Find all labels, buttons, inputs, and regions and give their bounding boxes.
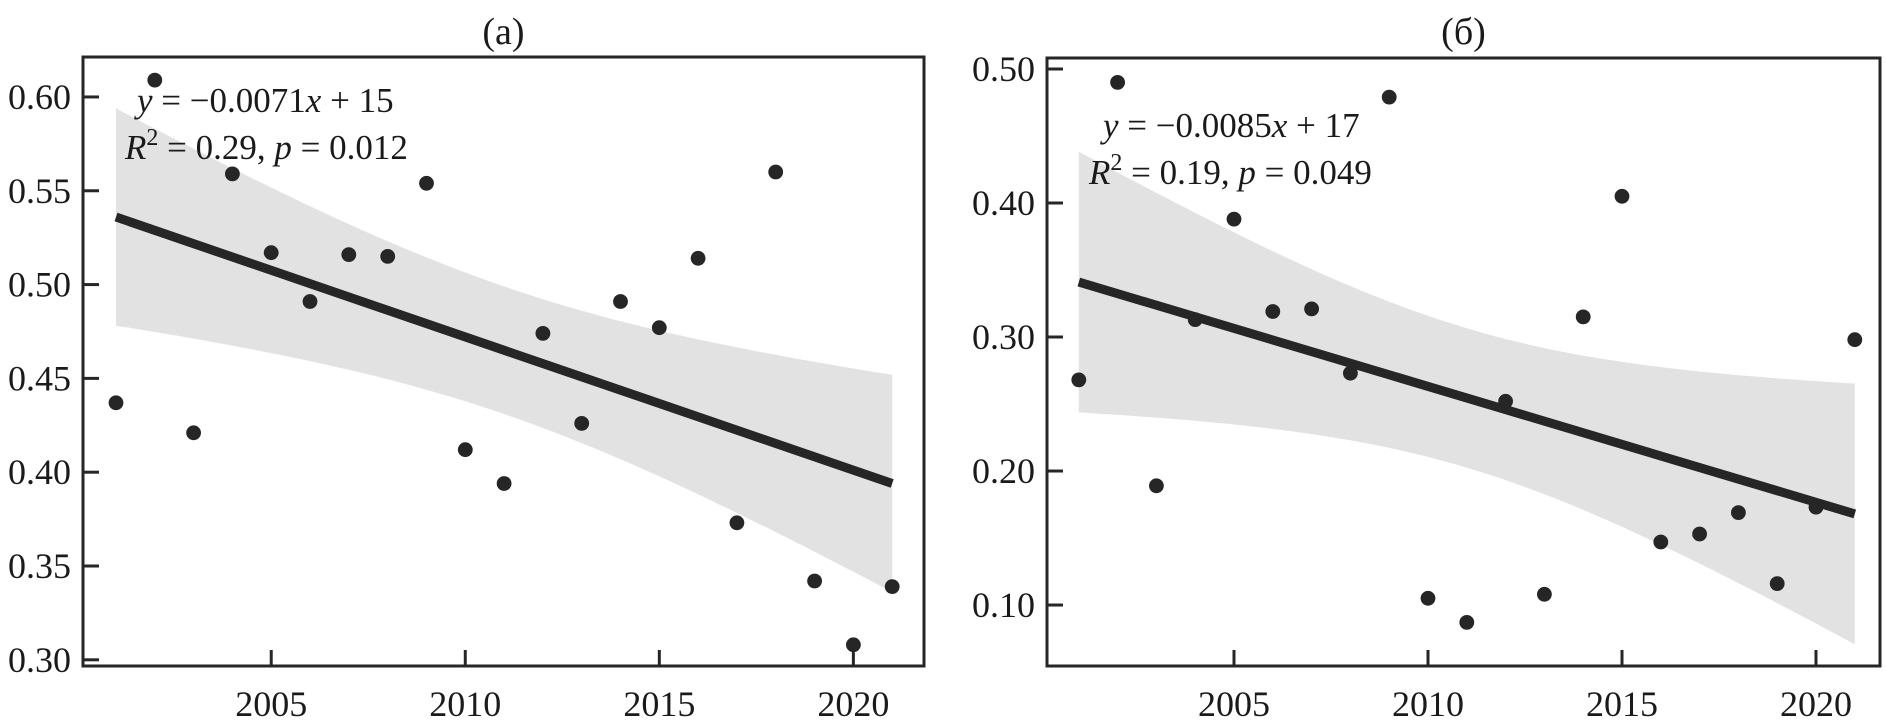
data-point [419, 175, 434, 191]
data-point [613, 294, 628, 309]
data-point [457, 442, 473, 458]
x-tick-label: 2015 [1586, 684, 1658, 724]
y-tick-label: 0.40 [8, 452, 71, 492]
plot-border [1045, 56, 1882, 668]
data-point [1071, 372, 1087, 388]
data-point [1498, 393, 1513, 409]
stats-line: R2 = 0.29, p = 0.012 [124, 125, 408, 167]
data-point [1692, 526, 1707, 542]
data-point [380, 249, 396, 264]
y-tick-label: 0.20 [972, 451, 1035, 491]
data-point [1769, 576, 1785, 591]
data-point [1614, 188, 1630, 204]
data-point [1381, 89, 1397, 105]
panel-a: 2005 2010 2015 2020 0.60 0.55 0.50 0.45 0.40 0.35… [8, 11, 926, 724]
data-point [1149, 478, 1164, 494]
panel-title: (б) [1441, 11, 1486, 53]
data-point [768, 164, 784, 180]
data-point [535, 326, 551, 341]
data-point [1575, 309, 1591, 325]
x-tick-label: 2005 [235, 684, 307, 724]
data-point [1537, 586, 1552, 602]
data-point [574, 416, 590, 431]
y-tick-label: 0.55 [8, 171, 71, 211]
data-point [807, 573, 822, 589]
y-tick-label: 0.50 [8, 265, 71, 305]
y-tick-label: 0.30 [972, 317, 1035, 357]
y-tick-label: 0.50 [972, 49, 1035, 89]
data-point [690, 250, 706, 266]
data-point [1808, 499, 1824, 515]
stats-line: R2 = 0.19, p = 0.049 [1088, 150, 1372, 192]
data-point [1304, 301, 1319, 317]
data-point [1343, 365, 1358, 381]
x-tick-label: 2005 [1198, 684, 1270, 724]
data-point [1226, 211, 1242, 227]
y-tick-label: 0.40 [972, 183, 1035, 223]
data-point [147, 72, 163, 88]
data-point [341, 247, 357, 262]
data-point [1731, 505, 1746, 520]
x-tick-label: 2015 [623, 684, 695, 724]
data-point [186, 425, 202, 441]
y-tick-label: 0.60 [8, 77, 71, 117]
panel-b: 2005 2010 2015 2020 0.50 0.40 0.30 0.20 0.10 (б) y… [972, 11, 1882, 724]
y-tick-label: 0.30 [8, 640, 71, 680]
x-tick-label: 2010 [1392, 684, 1464, 724]
x-tick-label: 2020 [1780, 684, 1852, 724]
data-point [1187, 312, 1203, 327]
data-point [846, 637, 861, 653]
equation-line: y = −0.0071x + 15 [134, 81, 394, 120]
data-point [1459, 615, 1475, 630]
trend-line [1077, 277, 1857, 519]
data-point [1847, 332, 1863, 348]
data-point [1653, 534, 1669, 550]
y-tick-label: 0.45 [8, 358, 71, 398]
trend-line [114, 212, 894, 488]
data-point [108, 395, 124, 411]
y-tick-label: 0.35 [8, 546, 71, 586]
x-tick-label: 2010 [429, 684, 501, 724]
data-point [263, 245, 279, 261]
data-point [1420, 590, 1436, 606]
y-tick-label: 0.10 [972, 585, 1035, 625]
data-point [1110, 75, 1125, 90]
data-point [1265, 304, 1281, 319]
data-point [302, 294, 318, 309]
x-tick-label: 2020 [817, 684, 889, 724]
plot-border [81, 55, 926, 668]
data-point [729, 515, 745, 531]
data-point [496, 476, 512, 491]
equation-line: y = −0.0085x + 17 [1100, 106, 1360, 145]
data-point [651, 320, 667, 336]
panel-title: (а) [482, 11, 524, 53]
data-point [225, 166, 240, 182]
data-point [884, 579, 900, 594]
